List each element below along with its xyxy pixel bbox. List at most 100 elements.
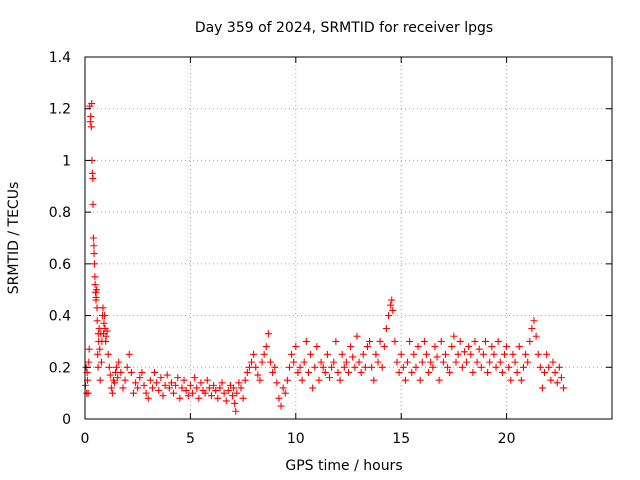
data-point	[475, 345, 483, 353]
data-point	[496, 358, 504, 366]
data-point	[106, 371, 114, 379]
data-point	[129, 389, 137, 397]
data-point	[388, 296, 396, 304]
data-point	[144, 394, 152, 402]
y-tick-label: 0.8	[49, 205, 71, 221]
data-point	[230, 384, 238, 392]
data-point	[148, 384, 156, 392]
data-point	[93, 317, 101, 325]
data-point	[273, 379, 281, 387]
data-point	[140, 381, 148, 389]
data-point	[132, 379, 140, 387]
data-point	[271, 363, 279, 371]
data-point	[102, 332, 110, 340]
data-point	[107, 384, 115, 392]
data-point	[172, 381, 180, 389]
data-point	[105, 363, 113, 371]
data-point	[163, 371, 171, 379]
data-point	[372, 350, 380, 358]
data-point	[296, 363, 304, 371]
data-point	[304, 368, 312, 376]
data-point	[498, 368, 506, 376]
data-point	[307, 350, 315, 358]
data-point	[165, 384, 173, 392]
data-point	[366, 337, 374, 345]
data-point	[260, 350, 268, 358]
data-point	[142, 389, 150, 397]
data-point	[189, 389, 197, 397]
data-point	[418, 358, 426, 366]
data-point	[167, 379, 175, 387]
data-point	[197, 379, 205, 387]
data-point	[404, 358, 412, 366]
data-point	[92, 293, 100, 301]
data-point	[127, 368, 135, 376]
data-point	[205, 384, 213, 392]
data-point	[309, 384, 317, 392]
x-tick-label: 15	[392, 431, 410, 447]
data-point	[241, 376, 249, 384]
data-point	[471, 337, 479, 345]
data-point	[484, 368, 492, 376]
data-point	[391, 337, 399, 345]
data-point	[393, 358, 401, 366]
data-point	[201, 389, 209, 397]
data-point	[294, 368, 302, 376]
data-point	[195, 394, 203, 402]
data-point	[408, 368, 416, 376]
data-point	[437, 337, 445, 345]
data-point	[507, 376, 515, 384]
data-point	[207, 392, 215, 400]
data-point	[509, 350, 517, 358]
data-point	[541, 368, 549, 376]
data-point	[93, 286, 101, 294]
data-point	[250, 350, 258, 358]
data-point	[256, 376, 264, 384]
chart-title: Day 359 of 2024, SRMTID for receiver lpg…	[195, 20, 493, 36]
data-point	[340, 363, 348, 371]
data-point	[500, 350, 508, 358]
data-point	[549, 358, 557, 366]
y-tick-label: 0.2	[49, 360, 71, 376]
data-point	[95, 325, 103, 332]
data-point	[186, 381, 194, 389]
data-point	[332, 337, 340, 345]
data-point	[560, 384, 568, 392]
data-point	[174, 374, 182, 382]
data-point	[113, 363, 121, 371]
data-point	[385, 312, 393, 320]
data-point	[439, 358, 447, 366]
data-point	[456, 337, 464, 345]
data-point	[216, 384, 224, 392]
data-point	[330, 358, 338, 366]
data-point	[526, 337, 534, 345]
data-point	[368, 363, 376, 371]
data-point	[134, 384, 142, 392]
data-point	[431, 343, 439, 351]
data-point	[290, 358, 298, 366]
data-point	[93, 304, 101, 312]
data-point	[435, 376, 443, 384]
data-point	[427, 358, 435, 366]
y-tick-label: 0.4	[49, 309, 71, 325]
data-point	[232, 407, 240, 415]
data-point	[355, 358, 363, 366]
data-point	[336, 376, 344, 384]
data-point	[87, 123, 95, 131]
data-point	[180, 376, 188, 384]
data-point	[422, 350, 430, 358]
data-point	[473, 358, 481, 366]
data-point	[399, 363, 407, 371]
data-point	[210, 381, 218, 389]
data-point	[448, 343, 456, 351]
data-point	[101, 312, 109, 320]
data-point	[524, 358, 532, 366]
data-point	[94, 363, 102, 371]
data-point	[302, 337, 310, 345]
data-point	[103, 327, 111, 335]
data-series-srmtid	[81, 100, 568, 415]
data-point	[161, 381, 169, 389]
data-point	[117, 368, 125, 376]
data-point	[218, 379, 226, 387]
data-point	[191, 374, 199, 382]
